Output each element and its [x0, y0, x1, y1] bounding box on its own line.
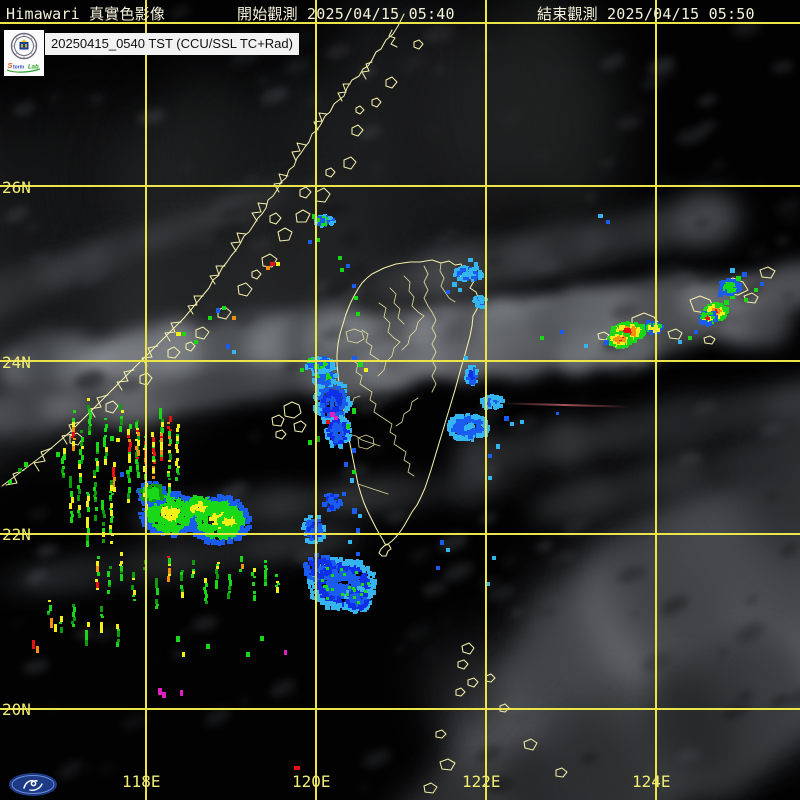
lat-label-26n: 26N	[2, 178, 31, 197]
gridline-longitude-0	[145, 0, 147, 800]
gridline-longitude-3	[655, 0, 657, 800]
lon-label-118e: 118E	[122, 772, 161, 791]
gridline-latitude-3	[0, 533, 800, 535]
gridline-longitude-2	[485, 0, 487, 800]
observation-end: 結束觀測 2025/04/15 05:50	[537, 5, 755, 23]
cwb-emblem-icon	[9, 773, 57, 796]
gridline-latitude-1	[0, 185, 800, 187]
gridline-latitude-4	[0, 708, 800, 710]
header-title: Himawari 真實色影像	[6, 5, 166, 23]
cwb-logo	[8, 772, 58, 797]
svg-text:Lab: Lab	[28, 65, 39, 71]
gridline-latitude-0	[0, 22, 800, 24]
lat-label-24n: 24N	[2, 353, 31, 372]
product-tag-label: 20250415_0540 TST (CCU/SSL TC+Rad)	[45, 33, 299, 55]
gridline-longitude-1	[315, 0, 317, 800]
lat-label-20n: 20N	[2, 700, 31, 719]
gridline-latitude-2	[0, 360, 800, 362]
ccu-seal-icon: S torm Lab	[6, 32, 41, 73]
observation-start: 開始觀測 2025/04/15 05:40	[237, 5, 455, 23]
lon-label-124e: 124E	[632, 772, 671, 791]
svg-text:S: S	[8, 61, 13, 70]
lon-label-122e: 122E	[462, 772, 501, 791]
svg-text:torm: torm	[13, 65, 25, 71]
lat-label-22n: 22N	[2, 525, 31, 544]
ccu-storm-lab-logo: S torm Lab	[4, 30, 44, 76]
lon-label-120e: 120E	[292, 772, 331, 791]
